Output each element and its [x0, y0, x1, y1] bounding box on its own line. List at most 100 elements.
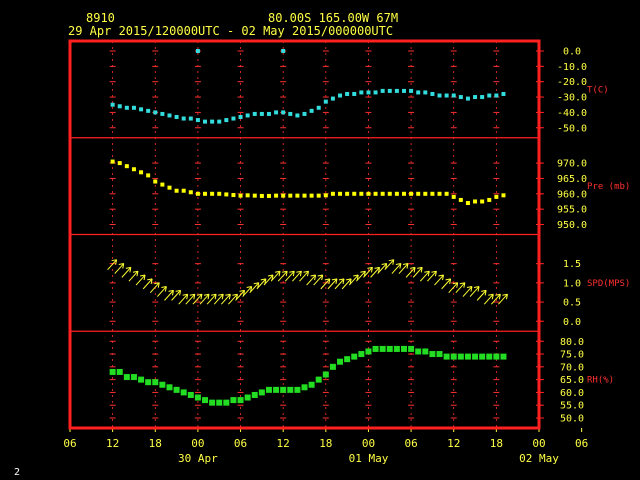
temperature-point	[444, 93, 449, 98]
humidity-point	[180, 389, 187, 396]
y-tick-label: 1.0	[563, 278, 581, 289]
humidity-point	[315, 376, 322, 383]
pressure-point	[366, 191, 371, 196]
pressure-point	[501, 193, 506, 198]
wind-arrow	[384, 259, 395, 271]
humidity-point	[230, 397, 237, 404]
humidity-point	[187, 391, 194, 398]
pressure-point	[203, 191, 208, 196]
pressure-point	[430, 191, 435, 196]
wind-arrow	[313, 274, 324, 286]
humidity-point	[301, 384, 308, 391]
humidity-point	[265, 386, 272, 393]
y-tick-label: 955.0	[557, 205, 587, 216]
wind-arrow	[334, 278, 345, 290]
humidity-point	[173, 386, 180, 393]
humidity-point	[422, 348, 429, 355]
humidity-point	[273, 386, 280, 393]
wind-arrow	[377, 263, 388, 274]
temperature-point	[238, 115, 243, 120]
pressure-point	[238, 193, 243, 198]
pressure-point	[252, 193, 257, 198]
panel-label: Pre (mb)	[587, 182, 630, 192]
pressure-point	[345, 191, 350, 196]
humidity-point	[358, 351, 365, 358]
date-label: 02 May	[519, 452, 559, 465]
temperature-point	[110, 102, 115, 107]
humidity-point	[194, 394, 201, 401]
temperature-point	[153, 110, 158, 115]
temperature-point	[174, 115, 179, 120]
wind-arrow	[363, 266, 373, 278]
pressure-point	[124, 164, 129, 169]
temperature-point	[295, 113, 300, 118]
temperature-point	[139, 107, 144, 112]
pressure-point	[394, 191, 399, 196]
humidity-point	[130, 374, 137, 381]
temperature-point	[423, 90, 428, 95]
temperature-point	[366, 90, 371, 95]
wind-arrow	[299, 270, 309, 282]
humidity-point	[436, 351, 443, 358]
wind-arrow	[462, 286, 473, 297]
humidity-point	[393, 345, 400, 352]
wind-arrow	[483, 293, 494, 305]
temperature-point	[323, 99, 328, 104]
pressure-point	[302, 193, 307, 198]
temperature-point	[437, 93, 442, 98]
y-tick-label: -40.0	[557, 108, 587, 119]
humidity-point	[493, 353, 500, 360]
wind-arrow	[490, 293, 501, 305]
wind-arrow	[441, 278, 452, 290]
y-tick-label: 1.5	[563, 259, 581, 270]
temperature-point	[338, 93, 343, 98]
wind-arrow	[135, 274, 146, 286]
temperature-point	[117, 104, 122, 109]
temperature-point	[316, 105, 321, 110]
x-tick-label: 12	[106, 437, 119, 450]
wind-arrow	[157, 286, 167, 297]
pressure-point	[266, 193, 271, 198]
humidity-point	[344, 356, 351, 363]
wind-arrow	[405, 266, 416, 278]
y-tick-label: 60.0	[560, 388, 584, 399]
wind-arrow	[448, 282, 459, 294]
humidity-point	[145, 379, 152, 386]
humidity-point	[159, 381, 166, 388]
humidity-point	[443, 353, 450, 360]
station-location: 80.00S 165.00W 67M	[268, 11, 398, 25]
x-tick-label: 06	[575, 437, 588, 450]
wind-arrow	[391, 263, 402, 274]
wind-arrow	[242, 286, 253, 297]
wind-arrow	[348, 274, 359, 286]
pressure-point	[188, 190, 193, 195]
humidity-point	[109, 368, 116, 375]
temperature-point	[231, 116, 236, 121]
temperature-point	[195, 118, 200, 123]
wind-arrow	[213, 293, 224, 305]
humidity-point	[152, 379, 159, 386]
wind-arrow	[121, 266, 132, 278]
temperature-point	[380, 88, 385, 93]
y-tick-label: 75.0	[560, 350, 584, 361]
pressure-point	[110, 159, 115, 164]
x-tick-label: 18	[490, 437, 503, 450]
wind-arrow	[341, 278, 352, 290]
wind-arrow	[114, 263, 125, 274]
pressure-point	[288, 193, 293, 198]
temperature-point	[217, 119, 222, 124]
x-tick-label: 00	[532, 437, 545, 450]
temperature-point	[188, 116, 193, 121]
temperature-point	[309, 108, 314, 113]
y-tick-label: 55.0	[560, 401, 584, 412]
temperature-point	[352, 91, 357, 96]
wind-arrow	[434, 274, 445, 286]
wind-arrow	[398, 263, 409, 274]
x-tick-label: 18	[319, 437, 332, 450]
x-tick-label: 00	[362, 437, 375, 450]
humidity-point	[479, 353, 486, 360]
humidity-point	[138, 376, 145, 383]
wind-arrow	[206, 293, 217, 305]
y-tick-label: 970.0	[557, 159, 587, 170]
y-tick-label: 65.0	[560, 375, 584, 386]
